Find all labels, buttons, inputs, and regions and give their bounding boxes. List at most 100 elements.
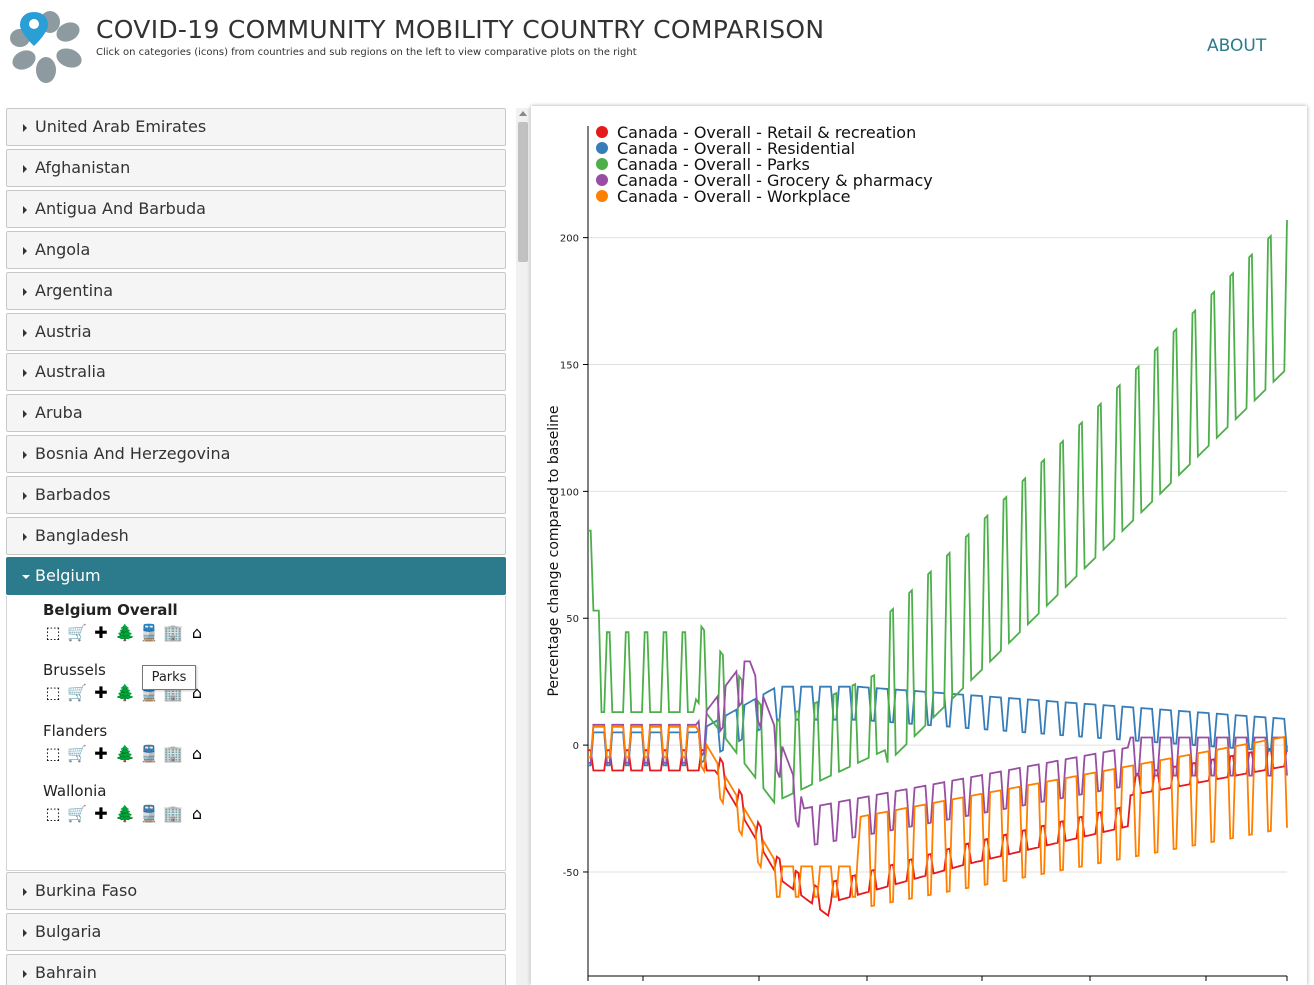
country-item-aruba[interactable]: Aruba xyxy=(6,394,506,433)
series-line-2 xyxy=(588,219,1288,805)
caret-right-icon xyxy=(23,410,27,419)
country-list: Belgium Overall ⬚ 🛒 ✚ 🌲 🚆 🏢 ⌂ Brussels ⬚ 🛒 ✚ 🌲 🚆 🏢 ⌂ Fla… xyxy=(6,108,506,985)
y-tick-label: 200 xyxy=(560,234,579,245)
country-label: Belgium xyxy=(35,566,101,585)
pharmacy-icon[interactable]: ✚ xyxy=(94,683,108,702)
country-item-afghanistan[interactable]: Afghanistan xyxy=(6,148,506,187)
legend-label: Canada - Overall - Retail & recreation xyxy=(617,123,916,142)
country-item-united-arab-emirates[interactable]: United Arab Emirates xyxy=(6,108,506,146)
caret-right-icon xyxy=(23,451,27,460)
country-item-bosnia-and-herzegovina[interactable]: Bosnia And Herzegovina xyxy=(6,435,506,474)
train-icon[interactable]: 🚆 xyxy=(139,804,159,823)
cart-icon[interactable]: 🛒 xyxy=(67,744,87,763)
cart-icon[interactable]: 🛒 xyxy=(67,623,87,642)
y-tick-label: -50 xyxy=(563,868,579,879)
country-item-belgium[interactable]: Belgium xyxy=(6,557,506,595)
legend-marker xyxy=(596,174,608,186)
caret-right-icon xyxy=(23,928,27,937)
country-item-bahrain[interactable]: Bahrain xyxy=(6,953,506,985)
country-label: Bahrain xyxy=(35,962,97,982)
chart-svg: -50 0 50 100 150 200 Percentage change compare… xyxy=(546,123,1288,981)
home-icon[interactable]: ⌂ xyxy=(191,623,203,642)
country-item-burkina-faso[interactable]: Burkina Faso xyxy=(6,872,506,910)
country-item-argentina[interactable]: Argentina xyxy=(6,271,506,310)
caret-right-icon xyxy=(23,164,27,173)
series-line-3 xyxy=(588,660,1288,846)
series-line-0 xyxy=(588,745,1288,918)
country-label: Antigua And Barbuda xyxy=(35,198,206,218)
country-item-antigua-and-barbuda[interactable]: Antigua And Barbuda xyxy=(6,189,506,228)
app-logo xyxy=(10,11,82,83)
region-name: Belgium Overall xyxy=(43,601,178,619)
series-line-1 xyxy=(588,685,1288,767)
country-item-barbados[interactable]: Barbados xyxy=(6,476,506,515)
country-item-austria[interactable]: Austria xyxy=(6,312,506,351)
country-label: Aruba xyxy=(35,403,83,423)
y-tick-label: 50 xyxy=(566,614,579,625)
cart-icon[interactable]: 🛒 xyxy=(67,804,87,823)
country-item-bulgaria[interactable]: Bulgaria xyxy=(6,912,506,951)
country-label: Bosnia And Herzegovina xyxy=(35,444,231,464)
country-label: Afghanistan xyxy=(35,157,131,177)
building-icon[interactable]: 🏢 xyxy=(163,804,183,823)
country-item-angola[interactable]: Angola xyxy=(6,230,506,269)
region-flanders: Flanders ⬚ 🛒 ✚ 🌲 🚆 🏢 ⌂ xyxy=(43,722,202,763)
legend-label: Canada - Overall - Parks xyxy=(617,155,810,174)
pharmacy-icon[interactable]: ✚ xyxy=(94,804,108,823)
caret-right-icon xyxy=(23,888,27,896)
building-icon[interactable]: 🏢 xyxy=(163,623,183,642)
comparison-chart: -50 0 50 100 150 200 Percentage change compare… xyxy=(531,106,1307,985)
tree-icon[interactable]: 🌲 xyxy=(115,683,135,702)
y-tick-label: 0 xyxy=(573,741,579,752)
select-all-icon[interactable]: ⬚ xyxy=(45,683,61,702)
region-name: Brussels xyxy=(43,661,106,679)
y-tick-label: 100 xyxy=(560,487,579,498)
country-label: Argentina xyxy=(35,280,114,300)
scrollbar-thumb[interactable] xyxy=(518,122,528,262)
caret-right-icon xyxy=(23,492,27,501)
cart-icon[interactable]: 🛒 xyxy=(67,683,87,702)
tree-icon[interactable]: 🌲 xyxy=(115,623,135,642)
country-item-australia[interactable]: Australia xyxy=(6,353,506,392)
country-label: Barbados xyxy=(35,485,111,505)
series-line-4 xyxy=(588,725,1288,908)
legend-marker xyxy=(596,158,608,170)
caret-right-icon xyxy=(23,246,27,255)
country-label: Bulgaria xyxy=(35,921,102,941)
train-icon[interactable]: 🚆 xyxy=(139,744,159,763)
about-link[interactable]: ABOUT xyxy=(1207,36,1267,56)
page-subtitle: Click on categories (icons) from countri… xyxy=(96,47,637,58)
pharmacy-icon[interactable]: ✚ xyxy=(94,623,108,642)
caret-right-icon xyxy=(23,287,27,296)
sidebar-scrollbar[interactable] xyxy=(516,108,530,985)
home-icon[interactable]: ⌂ xyxy=(191,804,203,823)
country-label: Bangladesh xyxy=(35,526,129,545)
country-item-bangladesh[interactable]: Bangladesh xyxy=(6,517,506,555)
region-brussels: Brussels ⬚ 🛒 ✚ 🌲 🚆 🏢 ⌂ xyxy=(43,661,202,702)
caret-right-icon xyxy=(23,124,27,132)
legend-label: Canada - Overall - Grocery & pharmacy xyxy=(617,171,933,190)
region-name: Wallonia xyxy=(43,782,107,800)
select-all-icon[interactable]: ⬚ xyxy=(45,623,61,642)
tree-icon[interactable]: 🌲 xyxy=(115,804,135,823)
pharmacy-icon[interactable]: ✚ xyxy=(94,744,108,763)
building-icon[interactable]: 🏢 xyxy=(163,744,183,763)
caret-down-icon xyxy=(22,575,30,579)
home-icon[interactable]: ⌂ xyxy=(191,744,203,763)
country-label: United Arab Emirates xyxy=(35,117,207,136)
caret-right-icon xyxy=(23,328,27,337)
select-all-icon[interactable]: ⬚ xyxy=(45,804,61,823)
scroll-up-arrow-icon[interactable] xyxy=(519,111,527,116)
country-label: Austria xyxy=(35,321,92,341)
caret-right-icon xyxy=(23,369,27,378)
page-title: COVID-19 COMMUNITY MOBILITY COUNTRY COMP… xyxy=(96,15,825,44)
train-icon[interactable]: 🚆 xyxy=(139,623,159,642)
home-icon[interactable]: ⌂ xyxy=(191,683,203,702)
region-wallonia: Wallonia ⬚ 🛒 ✚ 🌲 🚆 🏢 ⌂ xyxy=(43,782,202,823)
select-all-icon[interactable]: ⬚ xyxy=(45,744,61,763)
tree-icon[interactable]: 🌲 xyxy=(115,744,135,763)
app-header: COVID-19 COMMUNITY MOBILITY COUNTRY COMP… xyxy=(0,0,1314,100)
category-tooltip: Parks xyxy=(142,665,196,690)
legend-marker xyxy=(596,142,608,154)
location-pin-icon xyxy=(20,12,48,46)
